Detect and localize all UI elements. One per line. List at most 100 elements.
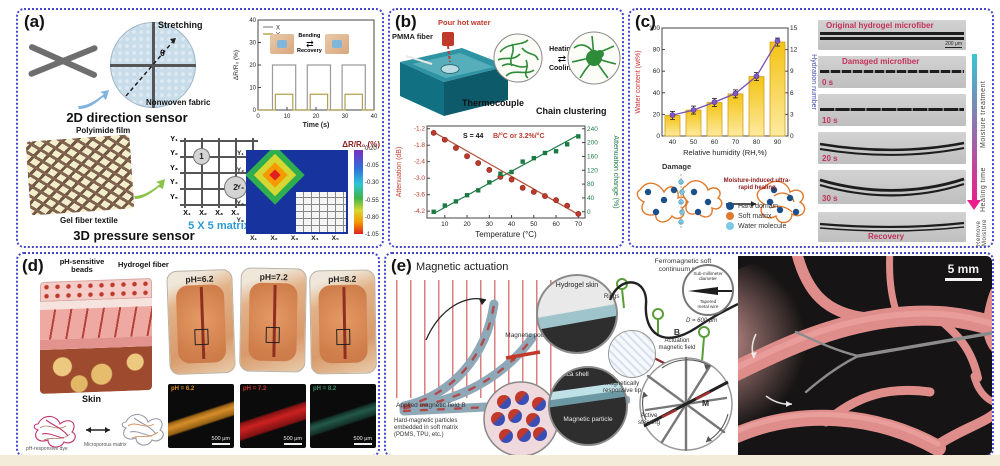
gel-fiber-mesh (25, 134, 135, 216)
heating-label: Heating (549, 46, 575, 53)
micro-time-0s: 0 s (822, 78, 834, 87)
svg-text:-3.0: -3.0 (414, 175, 426, 182)
microfiber-strip: Original hydrogel microfiber 200 μm Dama… (818, 16, 966, 246)
damage-schematic (636, 174, 806, 228)
svg-text:20: 20 (463, 221, 471, 228)
active-steering-label: Active steering (638, 412, 661, 427)
ph-micro-6-label: pH = 6.2 (171, 386, 195, 392)
micro-recovery: Recovery (818, 212, 966, 242)
svg-text:70: 70 (575, 221, 583, 228)
bend-arrows: ⇄ (306, 38, 313, 49)
healing-time-label: Healing time (980, 167, 987, 212)
bend-inset: Bending ⇄ Recovery (270, 26, 372, 62)
pressure-heatmap: ΔR/R₀ (%) Y₁ Y₂ Y₃ Y₄ Y₅ X₁ X₂ X₃ X₄ X₅ 0.20 -0.0… (232, 140, 382, 246)
svg-text:80: 80 (587, 181, 595, 188)
gel-fiber-label: Gel fiber textile (60, 216, 118, 225)
theta-label: θ (160, 48, 165, 58)
particles-caption: Hard-magnetic particles embedded in soft… (394, 418, 459, 439)
silica-shell-inset: Silica shell Magnetic particle (548, 366, 628, 446)
damage-label: Damage (662, 162, 692, 171)
svg-text:0: 0 (656, 133, 660, 140)
skin-label: Skin (82, 394, 102, 404)
ph-photo-7-label: pH=7.2 (259, 271, 288, 283)
ph-micro-6-scale: 500 μm (211, 436, 230, 445)
ph-micro-7-scale: 500 μm (283, 436, 302, 445)
ph-micro-8-label: pH = 8.2 (313, 386, 337, 392)
svg-text:-1.8: -1.8 (414, 142, 426, 149)
ph-beads-label: pH-sensitive beads (59, 257, 105, 275)
panel-d: (d) pH-sensitive beads Hydrogel fiber Sk… (16, 252, 380, 457)
svg-text:Attenuation (dB): Attenuation (dB) (396, 147, 403, 198)
svg-text:50: 50 (530, 221, 538, 228)
svg-text:0: 0 (256, 114, 260, 120)
svg-text:Water content (wt%): Water content (wt%) (635, 50, 642, 113)
heat-cool-arrows: ⇄ (557, 53, 567, 65)
svg-text:0: 0 (587, 209, 591, 216)
micro-scale-200: 200 μm (945, 41, 962, 48)
b-field-label: B (673, 327, 681, 337)
panel-e-title: Magnetic actuation (416, 261, 509, 273)
continuum-robot-label: Ferromagnetic soft continuum robot (654, 258, 712, 273)
svg-text:X: X (276, 26, 280, 32)
remove-moisture-label: Remove Moisture (976, 218, 988, 246)
micro-30s: 30 s (818, 170, 966, 204)
dye-label: pH-responsive dye (26, 446, 68, 452)
svg-text:30: 30 (342, 114, 349, 120)
pmma-fiber-label: PMMA fiber (392, 32, 433, 41)
hydrogel-skin-inset: Hydrogel skin (536, 274, 618, 354)
healing-arrowhead (967, 200, 981, 210)
blue-arrow (78, 90, 109, 109)
hydrogel-skin-label: Hydrogel skin (555, 282, 599, 289)
heatmap-inset (296, 192, 346, 232)
svg-text:S = 44: S = 44 (463, 133, 484, 140)
legend-swatch (726, 212, 734, 220)
thermocouple-label: Thermocouple (462, 98, 525, 108)
svg-text:30: 30 (249, 41, 256, 47)
caption-2d: 2D direction sensor (66, 110, 188, 125)
submm-label: Sub-millimeter diameter (693, 271, 723, 282)
hydrogel-fiber-label: Hydrogel fiber (118, 260, 169, 269)
heatmap-field (246, 150, 348, 234)
svg-text:90: 90 (774, 139, 782, 146)
bending-label: Bending (298, 33, 321, 39)
svg-text:160: 160 (587, 153, 598, 160)
svg-text:20: 20 (653, 111, 661, 118)
skin-illustration (40, 278, 152, 394)
svg-text:20: 20 (313, 114, 320, 120)
svg-text:0: 0 (790, 133, 794, 140)
svg-text:-2.4: -2.4 (414, 159, 426, 166)
svg-text:40: 40 (249, 18, 256, 24)
actuation-field-label: B Actuation magnetic field (648, 327, 706, 352)
applied-field-label: Applied magnetic field B (396, 402, 466, 409)
micro-time-10s: 10 s (822, 116, 838, 125)
diameter-inset: Sub-millimeter diameter Tapered metal wi… (682, 264, 734, 316)
svg-text:40: 40 (587, 195, 595, 202)
svg-text:Relative humidity (RH,%): Relative humidity (RH,%) (683, 148, 767, 157)
healing-arrow-label: Moisture-induced ultra-rapid healing (723, 178, 791, 191)
svg-text:0: 0 (253, 108, 257, 114)
ph-photo-7: pH=7.2 (239, 267, 307, 373)
panel-a: (a) Stretching θ Nonwoven fabric 2D dire… (16, 8, 384, 248)
svg-text:-4.2: -4.2 (414, 208, 426, 215)
ph-photo-6: pH=6.2 (166, 268, 236, 376)
silica-shell-label: Silica shell (558, 371, 589, 378)
panel-e-label: (e) (391, 256, 412, 275)
magnetic-particles-inset (483, 381, 559, 457)
legend-swatch (726, 222, 734, 230)
svg-text:120: 120 (587, 167, 598, 174)
heatmap-x-labels: X₁ X₂ X₃ X₄ X₅ (250, 235, 339, 242)
svg-text:60: 60 (552, 221, 560, 228)
tapered-label: Tapered metal wire (697, 298, 719, 309)
svg-text:-1.2: -1.2 (414, 126, 426, 133)
ph-micro-7: pH = 7.2 500 μm (240, 384, 306, 448)
bending-photo (270, 34, 294, 54)
svg-text:9: 9 (790, 68, 794, 75)
svg-text:60: 60 (653, 68, 661, 75)
panel-e: (e) Magnetic actuation Applied magnetic … (384, 252, 994, 457)
svg-text:10: 10 (249, 86, 256, 92)
moisture-treatment-label: Moisture treatment (980, 80, 987, 148)
healing-gradient-arrow (972, 54, 977, 202)
svg-text:240: 240 (587, 126, 598, 133)
ph-photo-6-label: pH=6.2 (185, 273, 214, 285)
svg-text:40: 40 (669, 139, 677, 146)
